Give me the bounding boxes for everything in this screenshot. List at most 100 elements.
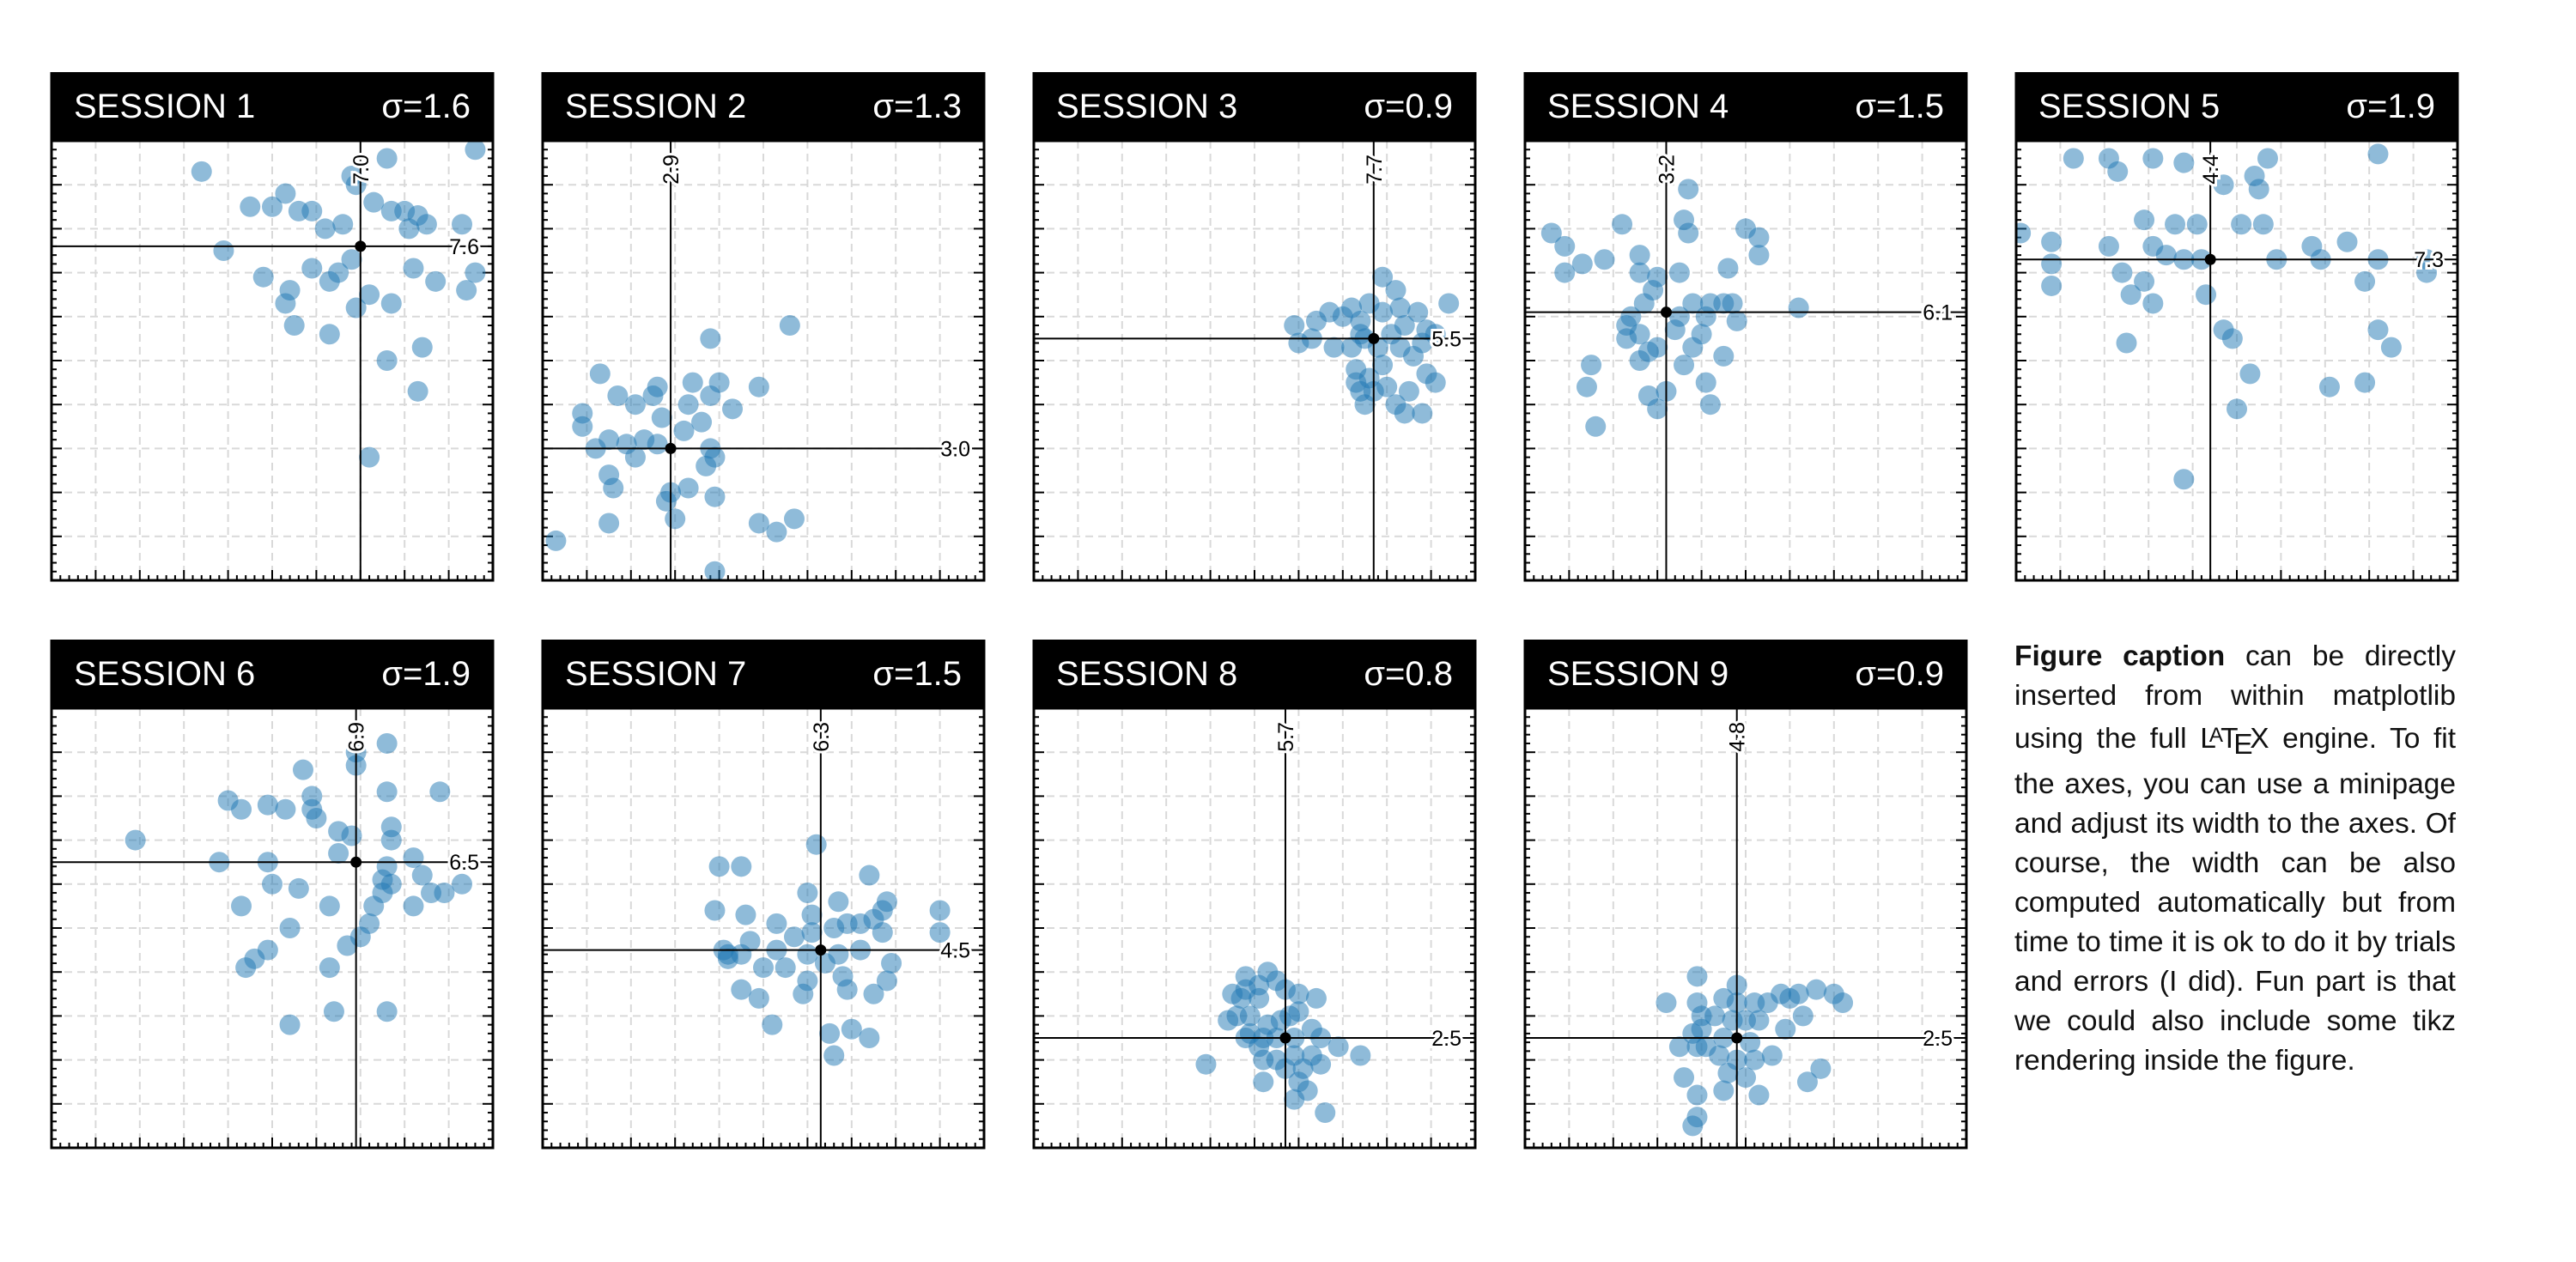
- scatter-point: [2041, 253, 2063, 275]
- scatter-point: [1398, 380, 1419, 402]
- scatter-point: [257, 794, 278, 816]
- scatter-point: [1775, 1018, 1796, 1040]
- scatter-point: [1576, 376, 1597, 397]
- scatter-point: [1668, 262, 1690, 283]
- scatter-point: [717, 943, 738, 965]
- scatter-point: [1438, 293, 1460, 314]
- scatter-point: [2016, 222, 2032, 244]
- panel-header: [1523, 640, 1968, 708]
- scatter-point: [314, 218, 336, 240]
- scatter-point: [572, 416, 593, 437]
- scatter-point: [1288, 332, 1309, 354]
- scatter-point: [1403, 345, 1425, 367]
- scatter-point: [823, 1045, 845, 1066]
- scatter-point: [275, 293, 296, 314]
- scatter-point: [1385, 280, 1406, 301]
- panel-title: SESSION 6: [74, 655, 255, 693]
- scatter-point: [1722, 293, 1743, 314]
- scatter-point: [1350, 1045, 1371, 1066]
- scatter-points: [545, 315, 805, 580]
- scatter-point: [1412, 403, 1433, 424]
- crosshair-center: [815, 944, 827, 956]
- latex-logo-e: E: [2233, 729, 2253, 761]
- scatter-point: [1612, 214, 1633, 235]
- scatter-point: [1674, 355, 1695, 376]
- panel: 6.5 6.9 SESSION 6 σ=1.9: [50, 640, 495, 1150]
- crosshair-center: [1368, 332, 1380, 344]
- scatter-point: [1230, 987, 1252, 1009]
- scatter-point: [2111, 262, 2133, 283]
- scatter-point: [319, 324, 340, 345]
- crosshair-center: [2204, 253, 2216, 265]
- panel-header: [541, 640, 986, 708]
- scatter-point: [753, 957, 774, 979]
- scatter-point: [301, 798, 323, 820]
- scatter-point: [1629, 350, 1650, 371]
- scatter-point: [1239, 1005, 1261, 1027]
- caption-text-post: engine. To fit the axes, you can use a m…: [2014, 722, 2457, 1077]
- panel-header: [2014, 72, 2459, 141]
- scatter-point: [2252, 214, 2274, 235]
- scatter-point: [1674, 1067, 1695, 1089]
- scatter-point: [783, 508, 805, 530]
- scatter-point: [823, 918, 845, 938]
- scatter-point: [2318, 376, 2340, 397]
- scatter-point: [708, 372, 730, 393]
- panel-title: SESSION 4: [1547, 88, 1728, 125]
- scatter-point: [598, 513, 620, 534]
- scatter-point: [283, 315, 305, 337]
- scatter-point: [1832, 992, 1854, 1014]
- scatter-point: [1585, 416, 1607, 437]
- scatter-point: [319, 270, 340, 292]
- scatter-point: [929, 922, 951, 943]
- panel: 3.0 2.9 SESSION 2 σ=1.3: [541, 72, 986, 582]
- crosshair-x-label: 7.7: [1363, 155, 1387, 185]
- scatter-point: [748, 376, 769, 397]
- scatter-point: [1554, 262, 1576, 283]
- caption-bold-lead: Figure caption: [2014, 640, 2226, 672]
- scatter-point: [2354, 372, 2376, 393]
- scatter-point: [376, 732, 398, 754]
- scatter-point: [2041, 231, 2063, 252]
- panel: 2.5 4.8 SESSION 9 σ=0.9: [1523, 640, 1968, 1150]
- grid: [543, 708, 984, 1148]
- scatter-point: [2336, 231, 2358, 252]
- scatter-point: [1327, 1036, 1349, 1058]
- panel: 6.1 3.2 SESSION 4 σ=1.5: [1523, 72, 1968, 582]
- scatter-point: [1633, 293, 1655, 314]
- scatter-point: [2173, 469, 2195, 490]
- crosshair-center: [1660, 306, 1672, 319]
- scatter-point: [1195, 1053, 1217, 1075]
- crosshair-y-label: 2.5: [1431, 1027, 1461, 1051]
- scatter-point: [2116, 332, 2137, 354]
- scatter-point: [1284, 1089, 1305, 1110]
- scatter-point: [876, 891, 897, 913]
- scatter-point: [1540, 222, 1562, 244]
- scatter-point: [1594, 249, 1615, 270]
- scatter-point: [1713, 345, 1735, 367]
- scatter-point: [1686, 1084, 1708, 1106]
- scatter-point: [1678, 222, 1699, 244]
- scatter-point: [1629, 245, 1650, 266]
- scatter-points: [1540, 179, 1809, 437]
- scatter-point: [345, 297, 367, 319]
- scatter-point: [1748, 227, 1770, 248]
- scatter-point: [2142, 148, 2164, 169]
- scatter-point: [1346, 372, 1367, 393]
- scatter-point: [416, 214, 437, 235]
- scatter-point: [2165, 214, 2186, 235]
- panel-title: SESSION 2: [565, 88, 746, 125]
- crosshair-y-label: 6.5: [449, 851, 479, 875]
- panel-header: [50, 640, 495, 708]
- scatter-point: [2416, 262, 2438, 283]
- scatter-point: [319, 895, 340, 917]
- scatter-point: [1218, 1010, 1239, 1031]
- scatter-point: [1722, 1010, 1743, 1031]
- scatter-point: [1350, 324, 1371, 345]
- panel-sigma: σ=1.5: [872, 655, 962, 693]
- crosshair-x-label: 6.3: [810, 722, 834, 752]
- latex-logo-x: X: [2250, 722, 2269, 755]
- scatter-point: [301, 200, 323, 221]
- scatter-point: [403, 847, 424, 869]
